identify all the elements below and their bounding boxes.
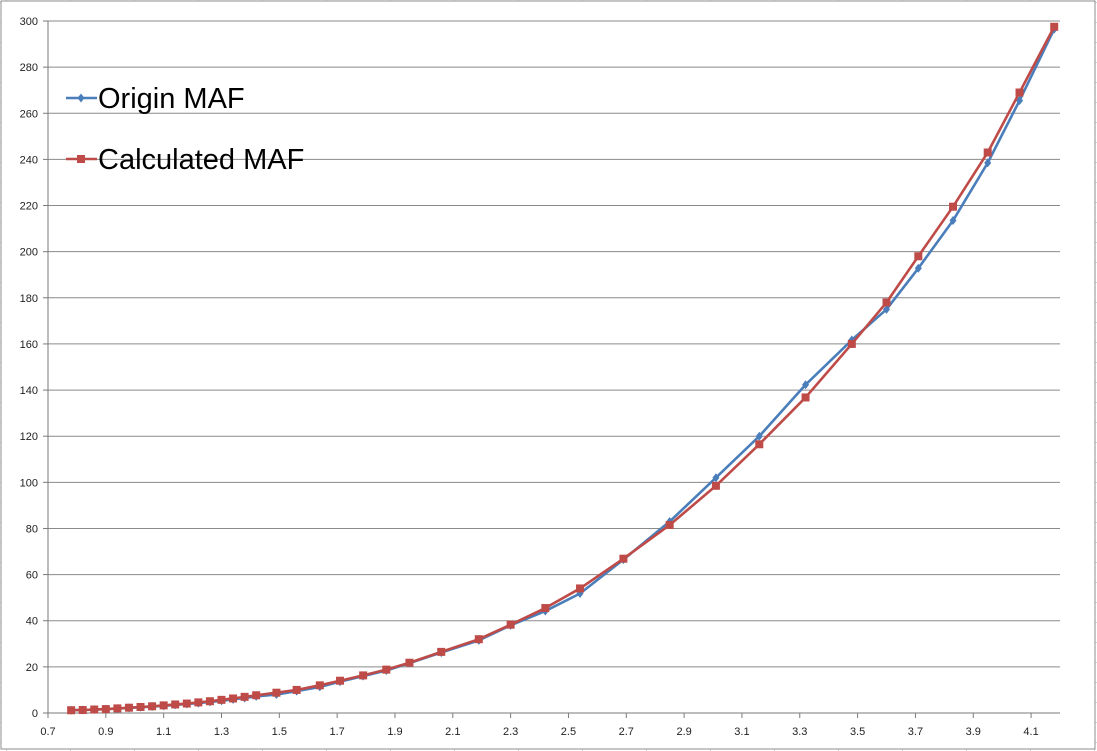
- x-tick-label: 1.3: [214, 726, 229, 738]
- data-point-square: [983, 148, 992, 157]
- x-tick-label: 1.5: [272, 726, 287, 738]
- data-point-square: [437, 647, 446, 656]
- data-point-diamond: [802, 380, 810, 390]
- x-tick-label: 3.7: [908, 726, 923, 738]
- legend-item[interactable]: Calculated MAF: [66, 144, 304, 176]
- data-point-diamond: [712, 473, 720, 483]
- data-point-square: [336, 676, 345, 685]
- x-tick-label: 4.1: [1023, 726, 1038, 738]
- data-point-diamond: [883, 304, 891, 314]
- data-point-square: [148, 702, 157, 711]
- data-point-square: [801, 393, 810, 402]
- data-point-square: [67, 706, 76, 715]
- data-point-square: [665, 521, 674, 530]
- data-point-square: [252, 691, 261, 700]
- y-tick-label: 260: [20, 108, 38, 120]
- x-tick-label: 1.1: [156, 726, 171, 738]
- data-point-square: [711, 481, 720, 490]
- x-axis-tick-labels: 0.7 0.9 1.1 1.3 1.5 1.7 1.9 2.1 2.3 2.5 2.7 2.9 3.1 3…: [40, 726, 1038, 738]
- x-tick-label: 2.3: [503, 726, 518, 738]
- data-point-square: [474, 635, 483, 644]
- data-point-square: [205, 697, 214, 706]
- data-point-diamond: [949, 216, 957, 226]
- data-point-diamond: [755, 431, 763, 441]
- data-point-square: [240, 692, 249, 701]
- y-tick-label: 140: [20, 385, 38, 397]
- axes: [43, 20, 1060, 718]
- y-tick-label: 220: [20, 201, 38, 213]
- legend-label: Origin MAF: [98, 83, 245, 115]
- data-point-square: [171, 700, 180, 709]
- data-point-square: [1015, 88, 1024, 97]
- data-point-square: [382, 665, 391, 674]
- data-point-square: [847, 339, 856, 348]
- data-point-square: [315, 681, 324, 690]
- x-tick-label: 1.7: [329, 726, 344, 738]
- y-tick-label: 40: [26, 616, 38, 628]
- x-tick-label: 2.7: [619, 726, 634, 738]
- data-point-square: [619, 554, 628, 563]
- x-tick-label: 0.9: [98, 726, 113, 738]
- legend-marker-diamond: [77, 93, 85, 103]
- data-point-square: [405, 658, 414, 667]
- y-tick-label: 120: [20, 431, 38, 443]
- data-point-square: [217, 695, 226, 704]
- y-tick-label: 0: [32, 708, 38, 720]
- data-point-square: [90, 705, 99, 714]
- y-tick-label: 300: [20, 16, 38, 28]
- legend-marker-square: [77, 155, 85, 163]
- x-tick-label: 3.5: [850, 726, 865, 738]
- y-tick-label: 100: [20, 477, 38, 489]
- x-tick-label: 2.5: [561, 726, 576, 738]
- data-point-square: [359, 671, 368, 680]
- data-point-square: [136, 703, 145, 712]
- y-tick-label: 280: [20, 62, 38, 74]
- y-tick-label: 20: [26, 662, 38, 674]
- legend-item[interactable]: Origin MAF: [66, 83, 245, 115]
- x-tick-label: 3.3: [792, 726, 807, 738]
- data-point-square: [159, 701, 168, 710]
- y-tick-label: 160: [20, 339, 38, 351]
- data-point-square: [949, 202, 958, 211]
- series-calculated-maf: [67, 22, 1059, 715]
- data-point-square: [272, 688, 281, 697]
- data-point-square: [541, 604, 550, 613]
- data-point-square: [1050, 22, 1059, 31]
- series-lines: [67, 22, 1059, 715]
- data-point-diamond: [984, 158, 992, 168]
- x-tick-label: 2.1: [445, 726, 460, 738]
- data-point-square: [576, 584, 585, 593]
- x-tick-label: 3.1: [734, 726, 749, 738]
- data-point-square: [101, 705, 110, 714]
- y-tick-label: 200: [20, 247, 38, 259]
- data-point-square: [914, 252, 923, 261]
- data-point-square: [78, 706, 87, 715]
- data-point-square: [113, 704, 122, 713]
- data-point-square: [755, 440, 764, 449]
- data-point-square: [292, 685, 301, 694]
- x-tick-label: 0.7: [40, 726, 55, 738]
- data-point-diamond: [914, 263, 922, 273]
- legend[interactable]: Origin MAF Calculated MAF: [66, 83, 304, 176]
- y-axis-tick-labels: 0 20 40 60 80 100 120 140 160 180 200 220 240 260 280 3…: [20, 16, 38, 720]
- y-tick-label: 60: [26, 570, 38, 582]
- legend-label: Calculated MAF: [98, 144, 304, 176]
- x-tick-label: 3.9: [966, 726, 981, 738]
- data-point-square: [194, 698, 203, 707]
- y-tick-label: 80: [26, 523, 38, 535]
- x-tick-label: 2.9: [676, 726, 691, 738]
- y-tick-label: 180: [20, 293, 38, 305]
- data-point-square: [124, 703, 133, 712]
- x-tick-label: 1.9: [387, 726, 402, 738]
- data-point-square: [506, 620, 515, 629]
- gridlines: [48, 20, 1060, 668]
- data-point-square: [229, 694, 238, 703]
- data-point-square: [182, 699, 191, 708]
- data-point-square: [882, 298, 891, 307]
- y-tick-label: 240: [20, 154, 38, 166]
